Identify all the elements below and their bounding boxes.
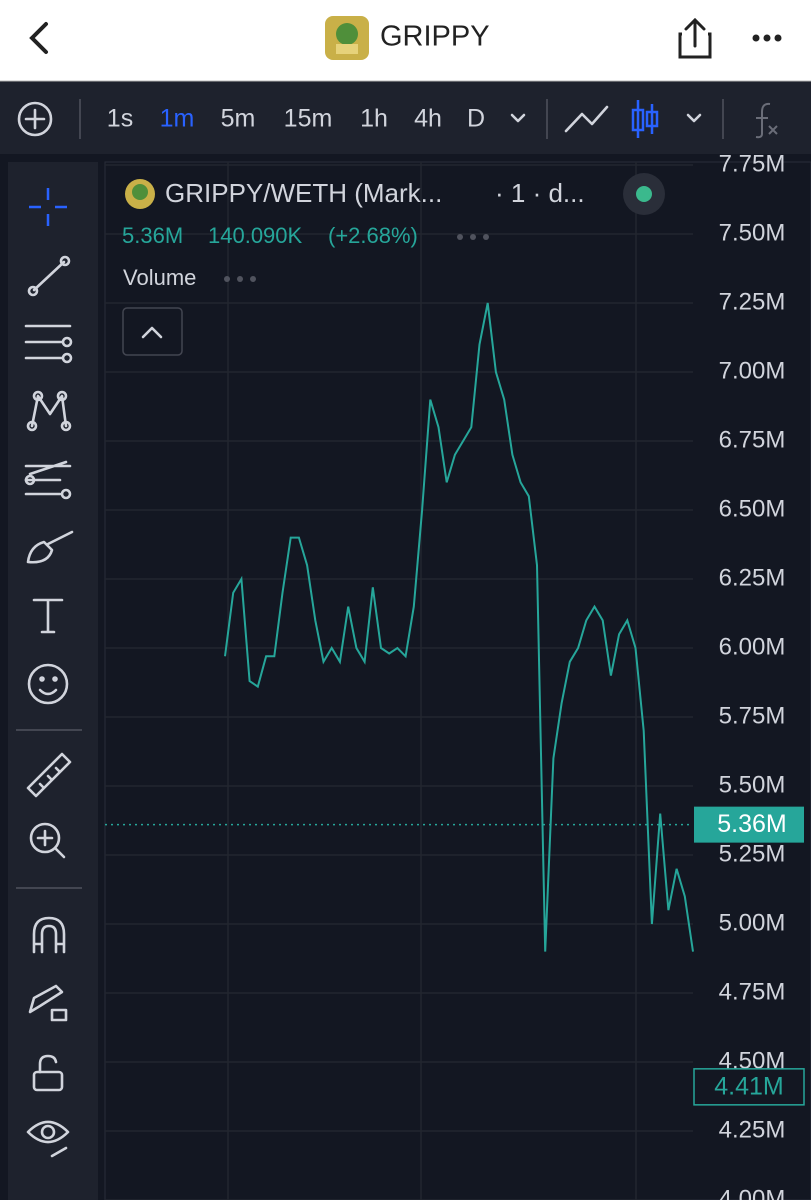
legend-more[interactable] xyxy=(457,234,489,240)
interval-button[interactable]: 1m xyxy=(160,105,195,133)
y-tick-label: 6.75M xyxy=(719,426,786,453)
legend-change: 140.090K xyxy=(208,223,303,248)
y-tick-label: 5.00M xyxy=(719,909,786,936)
interval-button[interactable]: 4h xyxy=(414,105,442,133)
legend-icon-detail xyxy=(132,184,148,200)
y-tick-label: 4.25M xyxy=(719,1116,786,1143)
y-tick-label: 5.25M xyxy=(719,840,786,867)
legend-price: 5.36M xyxy=(122,223,183,248)
legend-symbol: GRIPPY/WETH (Mark... xyxy=(165,178,442,208)
text-tool[interactable] xyxy=(32,598,64,634)
legend-change-percent: (+2.68%) xyxy=(328,223,418,248)
visibility-tool[interactable] xyxy=(26,1120,70,1158)
emoji-tool[interactable] xyxy=(27,663,69,705)
style-dropdown[interactable] xyxy=(686,113,702,123)
y-tick-label: 5.50M xyxy=(719,771,786,798)
lock-tool[interactable] xyxy=(32,1054,64,1092)
market-status-dot xyxy=(636,186,652,202)
y-tick-label: 7.25M xyxy=(719,288,786,315)
header-bar xyxy=(0,0,811,81)
zoom-tool[interactable] xyxy=(29,822,66,859)
y-tick-label: 4.75M xyxy=(719,978,786,1005)
interval-button[interactable]: 1h xyxy=(360,105,388,133)
line-style-button[interactable] xyxy=(564,105,609,133)
pattern-tool[interactable] xyxy=(26,390,72,432)
y-tick-label: 6.50M xyxy=(719,495,786,522)
candle-style-button[interactable] xyxy=(631,100,659,138)
study-more[interactable] xyxy=(224,276,256,282)
y-tick-label: 7.50M xyxy=(719,219,786,246)
crosshair-tool[interactable] xyxy=(29,188,67,226)
projection-tool[interactable] xyxy=(24,460,72,500)
legend: GRIPPY/WETH (Mark... · 1 · d... 5.36M 14… xyxy=(122,173,665,356)
price-label: 4.41M xyxy=(714,1072,783,1100)
fib-tool[interactable] xyxy=(24,324,73,364)
y-tick-label: 7.00M xyxy=(719,357,786,384)
y-tick-label: 5.75M xyxy=(719,702,786,729)
y-tick-label: 7.75M xyxy=(719,150,786,177)
back-button[interactable] xyxy=(29,22,48,54)
magnet-tool[interactable] xyxy=(32,916,66,954)
collapse-legend-button[interactable] xyxy=(122,307,183,356)
price-box xyxy=(693,1068,805,1106)
study-label: Volume xyxy=(123,265,196,290)
interval-button[interactable]: 15m xyxy=(284,105,333,133)
vertical-grid xyxy=(227,162,637,1200)
y-tick-label: 6.00M xyxy=(719,633,786,660)
interval-button[interactable]: 1s xyxy=(107,105,133,133)
interval-button[interactable]: 5m xyxy=(221,105,256,133)
trendline-tool[interactable] xyxy=(27,255,71,297)
interval-dropdown[interactable] xyxy=(510,113,526,123)
y-tick-label: 6.25M xyxy=(719,564,786,591)
header-title: GRIPPY xyxy=(380,21,490,53)
brush-tool[interactable] xyxy=(26,530,74,564)
last-price-label: 5.36M xyxy=(717,810,786,838)
toolbar xyxy=(0,82,811,154)
lock-drawing-tool[interactable] xyxy=(28,984,68,1022)
indicators-button[interactable] xyxy=(755,102,778,139)
share-button[interactable] xyxy=(678,17,712,59)
more-button[interactable] xyxy=(752,34,782,42)
legend-resolution: · 1 · d... xyxy=(495,178,585,208)
y-tick-label: 4.00M xyxy=(719,1185,786,1200)
add-button[interactable] xyxy=(17,101,53,137)
interval-button[interactable]: D xyxy=(467,105,485,133)
last-price-box xyxy=(694,806,804,843)
token-icon xyxy=(325,16,369,60)
ruler-tool[interactable] xyxy=(26,752,72,798)
price-line xyxy=(224,302,694,952)
chart-area xyxy=(104,161,811,1200)
tool-column xyxy=(8,162,98,1200)
